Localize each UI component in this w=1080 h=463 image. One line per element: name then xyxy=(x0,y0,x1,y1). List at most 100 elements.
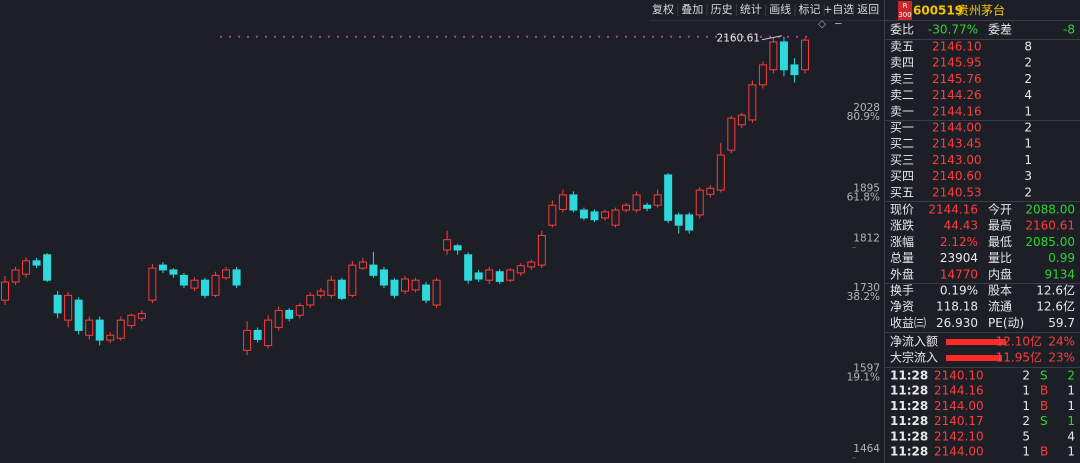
trade-price: 2144.00 xyxy=(934,399,984,413)
book-price: 2140.60 xyxy=(932,169,982,183)
flow-percent: 24% xyxy=(1048,335,1075,349)
stat-label: 涨幅 xyxy=(890,234,914,249)
toolbar-button[interactable]: 统计 xyxy=(740,3,762,16)
stock-code: 600519 xyxy=(913,4,963,18)
candle-body xyxy=(769,41,778,71)
book-price: 2140.53 xyxy=(932,185,982,199)
candle-body xyxy=(379,269,388,286)
stat-label: 净资 xyxy=(890,300,914,314)
candle-body xyxy=(390,279,399,296)
candle-body xyxy=(506,269,515,281)
toolbar-button[interactable]: 历史 xyxy=(711,3,733,16)
book-price: 2143.45 xyxy=(932,137,982,151)
trade-price: 2140.10 xyxy=(934,369,984,383)
candle-body xyxy=(790,64,799,76)
stat-label: PE(动) xyxy=(988,316,1024,330)
book-price: 2144.16 xyxy=(932,104,982,118)
flow-bar xyxy=(946,339,1006,345)
trade-price: 2144.00 xyxy=(934,445,984,459)
trade-volume: 1 xyxy=(1022,384,1030,398)
candle-body xyxy=(74,299,83,331)
candle-body xyxy=(474,272,483,280)
toolbar-button[interactable]: 叠加 xyxy=(681,3,703,16)
candle-body xyxy=(169,269,178,275)
candle-body xyxy=(727,117,736,151)
candle-body xyxy=(53,294,62,314)
flow-amount: 12.10亿 xyxy=(996,334,1042,349)
book-volume: 1 xyxy=(1024,137,1032,151)
trade-side: B xyxy=(1040,384,1048,398)
trade-count: 1 xyxy=(1067,414,1075,428)
y-tick-label: 1464 xyxy=(853,443,880,455)
candle-body xyxy=(401,278,409,292)
candle-body xyxy=(369,264,378,276)
stat-label: 换手 xyxy=(890,284,914,298)
candle-body xyxy=(801,39,809,71)
candle-body xyxy=(516,265,525,274)
candle-body xyxy=(632,194,641,211)
candle-body xyxy=(127,314,136,327)
icon-minus[interactable]: − xyxy=(834,18,843,30)
candle-body xyxy=(337,279,346,299)
badge-bottom: 300 xyxy=(898,11,911,19)
book-label: 卖五 xyxy=(890,40,914,54)
toolbar-button[interactable]: 画线 xyxy=(769,2,791,16)
y-tick-label: 1895 xyxy=(853,182,880,194)
candle-body xyxy=(211,274,220,296)
y-tick-label: 1812 xyxy=(853,233,880,245)
toolbar-button[interactable]: 返回 xyxy=(857,3,879,16)
candle-body xyxy=(537,234,546,266)
stat-value: 59.7 xyxy=(1048,316,1075,330)
diff-label: 委差 xyxy=(988,23,1012,37)
trade-side: S xyxy=(1040,369,1048,383)
candle-body xyxy=(685,214,694,231)
stat-value: 2.12% xyxy=(940,235,978,249)
high-arrow xyxy=(761,35,783,41)
stat-value: 23904 xyxy=(940,251,978,265)
badge xyxy=(898,1,912,20)
book-price: 2144.00 xyxy=(932,121,982,135)
book-label: 卖一 xyxy=(890,104,914,118)
candle-body xyxy=(443,239,452,251)
trade-count: 4 xyxy=(1067,429,1075,443)
toolbar-button[interactable]: 复权 xyxy=(652,2,674,16)
trade-price: 2144.16 xyxy=(934,384,984,398)
stat-value: 44.43 xyxy=(944,219,978,233)
stat-value: 2088.00 xyxy=(1025,203,1075,217)
book-price: 2146.10 xyxy=(932,40,982,54)
candle-body xyxy=(285,309,294,319)
candle-body xyxy=(327,279,336,296)
trade-price: 2142.10 xyxy=(934,429,984,443)
stat-value: 26.930 xyxy=(936,316,978,330)
stat-label: 收益㈢ xyxy=(890,316,926,330)
trade-count: 1 xyxy=(1067,384,1075,398)
trade-time: 11:28 xyxy=(890,429,928,443)
stat-label: 股本 xyxy=(988,284,1012,298)
stat-value: 2160.61 xyxy=(1025,219,1075,233)
y-tick-label: 1597 xyxy=(853,363,880,375)
candle-body xyxy=(579,209,588,219)
high-label: 2160.61 xyxy=(717,33,760,45)
stock-name: 贵州茅台 xyxy=(957,3,1005,18)
candle-body xyxy=(64,294,73,321)
trade-time: 11:28 xyxy=(890,414,928,428)
ratio-label: 委比 xyxy=(890,23,914,37)
toolbar-button[interactable]: +自选 xyxy=(823,3,854,16)
trade-count: 1 xyxy=(1067,399,1075,413)
candle-body xyxy=(264,319,273,347)
book-price: 2143.00 xyxy=(932,153,982,167)
toolbar-button[interactable]: 标记 xyxy=(799,2,821,16)
candle-body xyxy=(137,312,146,319)
icon-diamond[interactable]: ◇ xyxy=(818,18,827,30)
stat-label: 现价 xyxy=(890,203,914,217)
stat-value: 2144.16 xyxy=(928,203,978,217)
book-price: 2145.95 xyxy=(932,56,982,70)
candle-body xyxy=(232,269,241,286)
book-label: 买三 xyxy=(890,153,914,167)
candle-body xyxy=(611,209,620,226)
stat-value: 14770 xyxy=(940,267,978,281)
stat-value: 12.6亿 xyxy=(1036,299,1075,314)
flow-bar xyxy=(946,355,1002,361)
candle-body xyxy=(432,279,441,306)
trade-time: 11:28 xyxy=(890,384,928,398)
